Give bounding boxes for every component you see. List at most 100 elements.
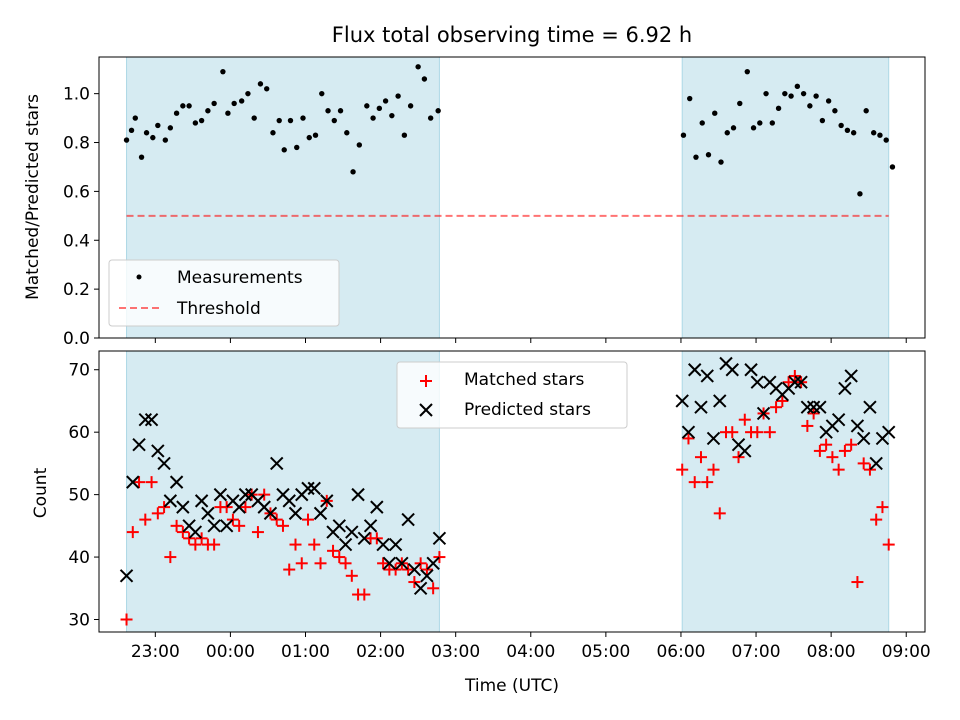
matched-stars-point [251,526,264,539]
matched-stars-point [851,576,864,589]
measurement-point [344,130,350,136]
measurement-point [699,120,705,126]
predicted-stars-point [370,500,384,514]
predicted-stars-point [320,494,334,508]
matched-stars-point [377,557,390,570]
predicted-stars-point [363,519,378,533]
x-tick-label: 02:00 [356,642,405,662]
predicted-stars-point [207,519,221,533]
predicted-stars-point [813,400,827,414]
predicted-stars-point [694,400,708,414]
panel-top: 0.0 0.2 0.4 0.6 0.8 1.0 Matched/Predicted sta… [23,56,926,349]
measurement-point [264,86,270,92]
measurement-point [718,159,724,165]
measurement-point [138,154,145,160]
y-tick-label: 1.0 [63,85,90,105]
measurement-point [245,90,251,97]
matched-stars-point [876,501,889,514]
matched-stars-point [682,432,695,445]
matched-stars-point [408,576,421,589]
measurement-point [825,98,832,104]
legend-predicted-marker [419,403,433,417]
measurement-point [395,93,401,99]
predicted-stars-point [157,456,171,471]
y-tick-label: 0.6 [63,182,90,202]
top-y-axis-label: Matched/Predicted stars [23,94,43,300]
measurement-point [312,132,319,138]
legend-threshold-label: Threshold [176,299,261,319]
predicted-stars-point [388,537,403,552]
measurement-point [319,90,325,97]
measurement-point [870,130,877,136]
matched-stars-point [170,519,183,532]
legend-measurements-marker [136,274,142,280]
measurement-point [889,164,896,170]
matched-stars-point [327,544,340,557]
matched-stars-point [139,513,152,526]
predicted-stars-point [401,512,415,527]
matched-stars-point [283,563,296,576]
matched-stars-point [339,557,352,570]
measurement-point [757,120,763,126]
predicted-stars-point [132,437,146,452]
measurement-point [325,108,331,114]
matched-stars-point [726,426,739,439]
predicted-stars-point [831,412,846,427]
measurement-point [877,132,883,138]
measurement-point [800,90,807,97]
measurement-point [294,144,300,151]
x-tick-label: 06:00 [656,642,705,662]
legend-matched-label: Matched stars [464,370,584,390]
top-plot-frame [98,56,926,339]
matched-stars-point [713,507,726,520]
measurement-point [850,130,857,136]
measurement-point [782,90,788,97]
measurement-point [435,108,441,114]
matched-stars-point [870,513,883,526]
predicted-stars-point [881,425,896,439]
x-tick-label: 00:00 [206,642,255,662]
matched-stars-point [402,563,415,576]
measurement-point [832,108,838,114]
matched-stars-point [389,563,402,576]
measurement-point [744,68,750,75]
predicted-stars-point [413,581,428,595]
shaded-interval [126,350,440,633]
matched-stars-point [414,557,427,570]
predicted-stars-point [681,425,696,439]
chart-title: Flux total observing time = 6.92 h [332,23,692,47]
matched-stars-point [289,538,302,551]
matched-stars-point [813,444,826,457]
matched-stars-point [333,551,346,564]
measurement-point [150,134,156,141]
matched-stars-point [433,551,446,564]
matched-stars-point [176,526,189,539]
measurement-point [883,137,889,143]
matched-stars-point [295,557,308,570]
measurement-point [205,108,211,114]
measurement-point [863,108,869,114]
legend-matched-marker [420,375,432,387]
measurement-point [750,125,757,131]
measurement-point [132,115,138,121]
matched-stars-point [151,507,164,520]
matched-stars-point [707,463,720,476]
predicted-stars-point [313,506,328,521]
matched-stars-point [183,532,196,545]
measurement-point [287,117,294,124]
matched-stars-point [845,438,858,451]
matched-stars-point [807,407,820,420]
x-axis-label: Time (UTC) [464,676,559,696]
predicted-stars-point [263,506,278,521]
y-tick-label: 40 [68,548,90,568]
matched-stars-point [208,538,221,551]
x-tick-label: 05:00 [581,642,630,662]
measurement-point [192,120,199,126]
x-tick-label: 07:00 [732,642,781,662]
matched-stars-point [258,488,271,501]
measurement-point [270,130,276,136]
predicted-stars-point [376,537,390,552]
predicted-stars-point [756,406,771,421]
measurement-point [143,130,150,136]
measurement-point [167,125,174,131]
